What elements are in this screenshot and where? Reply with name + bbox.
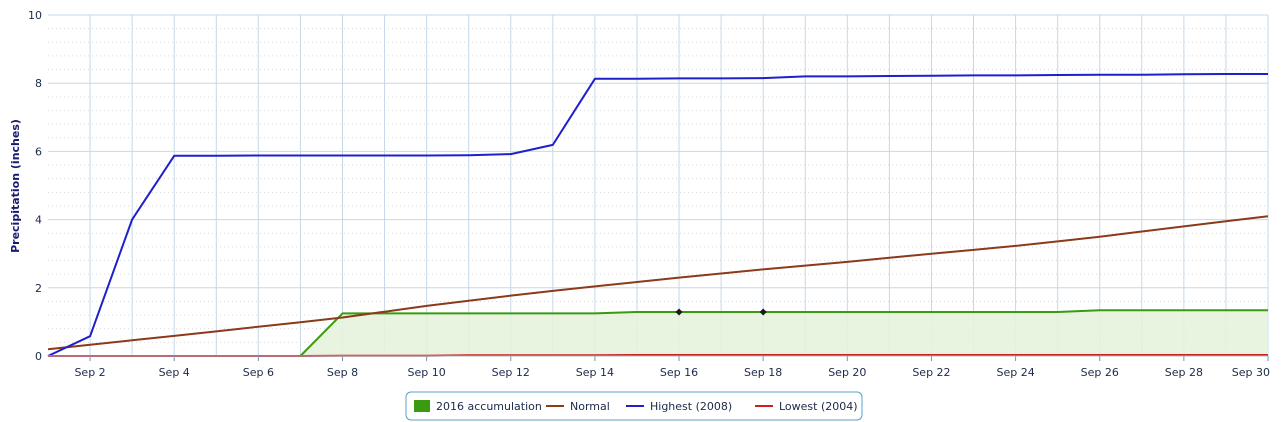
y-tick-label: 8 <box>35 77 42 90</box>
x-tick-label: Sep 18 <box>744 366 782 379</box>
x-tick-label: Sep 22 <box>912 366 950 379</box>
series-line-normal <box>47 215 1269 351</box>
x-tick-label: Sep 20 <box>828 366 866 379</box>
y-tick-label: 0 <box>35 350 42 363</box>
plot-background <box>48 15 1268 356</box>
legend-label-lowest-2004[interactable]: Lowest (2004) <box>779 400 858 413</box>
x-tick-label: Sep 28 <box>1165 366 1203 379</box>
data-point-marker <box>675 308 683 316</box>
grid <box>48 14 1269 357</box>
y-tick-label: 4 <box>35 214 42 227</box>
y-tick-label: 2 <box>35 282 42 295</box>
x-tick-label: Sep 12 <box>492 366 530 379</box>
x-tick-label: Sep 26 <box>1081 366 1119 379</box>
x-tick-label: Sep 30 <box>1232 366 1270 379</box>
y-tick-label: 10 <box>28 9 42 22</box>
x-tick-label: Sep 10 <box>408 366 446 379</box>
x-tick-label: Sep 2 <box>74 366 105 379</box>
series-layer <box>47 73 1269 357</box>
y-axis-title: Precipitation (inches) <box>9 119 22 253</box>
legend-label-2016-accumulation[interactable]: 2016 accumulation <box>436 400 542 413</box>
legend-label-normal[interactable]: Normal <box>570 400 610 413</box>
legend-swatch-2016-accumulation <box>414 400 430 412</box>
x-tick-label: Sep 16 <box>660 366 698 379</box>
legend-label-highest-2008[interactable]: Highest (2008) <box>650 400 732 413</box>
series-area-2016-accumulation <box>300 310 1268 356</box>
x-tick-label: Sep 6 <box>243 366 274 379</box>
legend: 2016 accumulation Normal Highest (2008) Low… <box>405 391 863 421</box>
axes: 0 2 4 6 8 10 Sep 2 Sep 4 Sep 6 Sep 8 Sep 10 Sep 12 S… <box>28 9 1270 379</box>
x-tick-label: Sep 4 <box>159 366 190 379</box>
series-line-highest-2008 <box>47 73 1268 357</box>
data-point-marker <box>759 308 767 316</box>
series-line-2016-accumulation <box>299 309 1268 357</box>
x-tick-label: Sep 8 <box>327 366 358 379</box>
x-tick-label: Sep 14 <box>576 366 614 379</box>
y-tick-label: 6 <box>35 145 42 158</box>
x-tick-label: Sep 24 <box>996 366 1034 379</box>
